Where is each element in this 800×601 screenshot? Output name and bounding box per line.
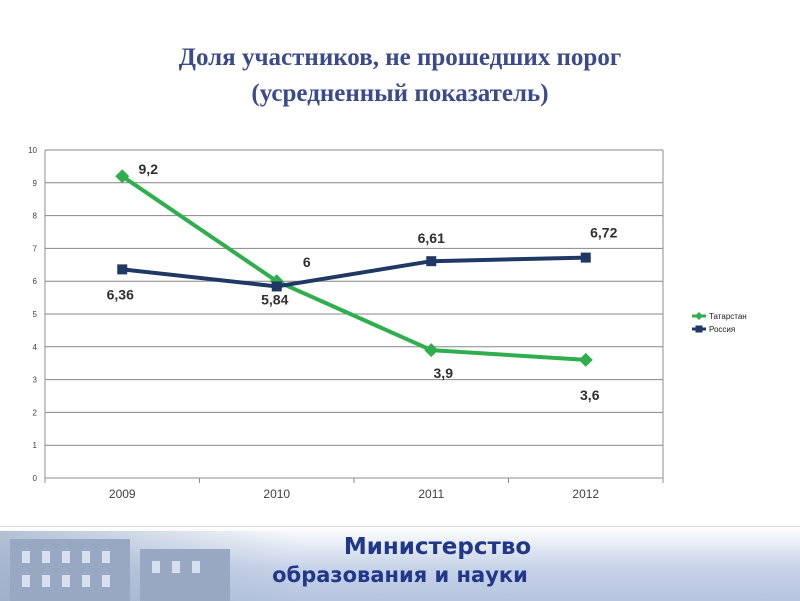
- x-tick-label: 2010: [263, 487, 290, 501]
- title-line-2: (усредненный показатель): [251, 80, 549, 107]
- data-point: [580, 252, 591, 263]
- data-label: 6: [303, 254, 311, 270]
- y-tick-label: 5: [33, 310, 38, 319]
- x-tick-label: 2012: [572, 487, 599, 501]
- series-line: [121, 174, 586, 362]
- footer-banner: Министерство образования и науки: [0, 526, 800, 601]
- y-tick-label: 6: [33, 277, 38, 286]
- ministry-line-1: Министерство: [343, 534, 532, 560]
- legend-marker: [695, 312, 703, 320]
- data-point: [424, 343, 439, 358]
- data-point: [426, 256, 437, 267]
- ministry-line-2: образования и науки: [272, 563, 528, 587]
- legend-label: Татарстан: [709, 312, 747, 321]
- slide-title: Доля участников, не прошедших порог (уср…: [0, 40, 800, 112]
- y-tick-label: 4: [33, 343, 38, 352]
- series-line: [122, 255, 586, 289]
- y-tick-label: 3: [33, 376, 38, 385]
- line-chart: 0 1 2 3 4 5 6 7 8 9 10 2009 2010 2011 2012 9,2 6 3,9 3,6 6,…: [28, 146, 747, 501]
- data-point: [117, 264, 128, 275]
- y-tick-label: 7: [33, 244, 38, 253]
- data-label: 3,9: [434, 365, 454, 381]
- y-tick-label: 0: [33, 474, 38, 483]
- data-label: 6,72: [590, 225, 617, 241]
- building-photo: [0, 531, 300, 601]
- title-line-1: Доля участников, не прошедших порог: [178, 44, 622, 71]
- data-point: [271, 281, 282, 292]
- data-label: 3,6: [580, 387, 600, 403]
- y-tick-label: 2: [33, 408, 38, 417]
- data-label: 5,84: [261, 291, 288, 307]
- data-point: [578, 352, 593, 367]
- ministry-logo-text: Министерство образования и науки: [0, 533, 800, 589]
- y-tick-label: 1: [33, 441, 38, 450]
- data-label: 9,2: [139, 161, 159, 177]
- data-point: [115, 169, 130, 184]
- y-tick-label: 10: [28, 146, 37, 155]
- legend-marker: [695, 325, 703, 333]
- x-tick-label: 2011: [418, 487, 444, 501]
- y-tick-label: 9: [33, 179, 38, 188]
- data-label: 6,36: [107, 286, 134, 302]
- data-label: 6,61: [418, 230, 445, 246]
- y-tick-label: 8: [33, 212, 38, 221]
- legend-label: Россия: [709, 325, 735, 334]
- x-tick-label: 2009: [109, 487, 136, 501]
